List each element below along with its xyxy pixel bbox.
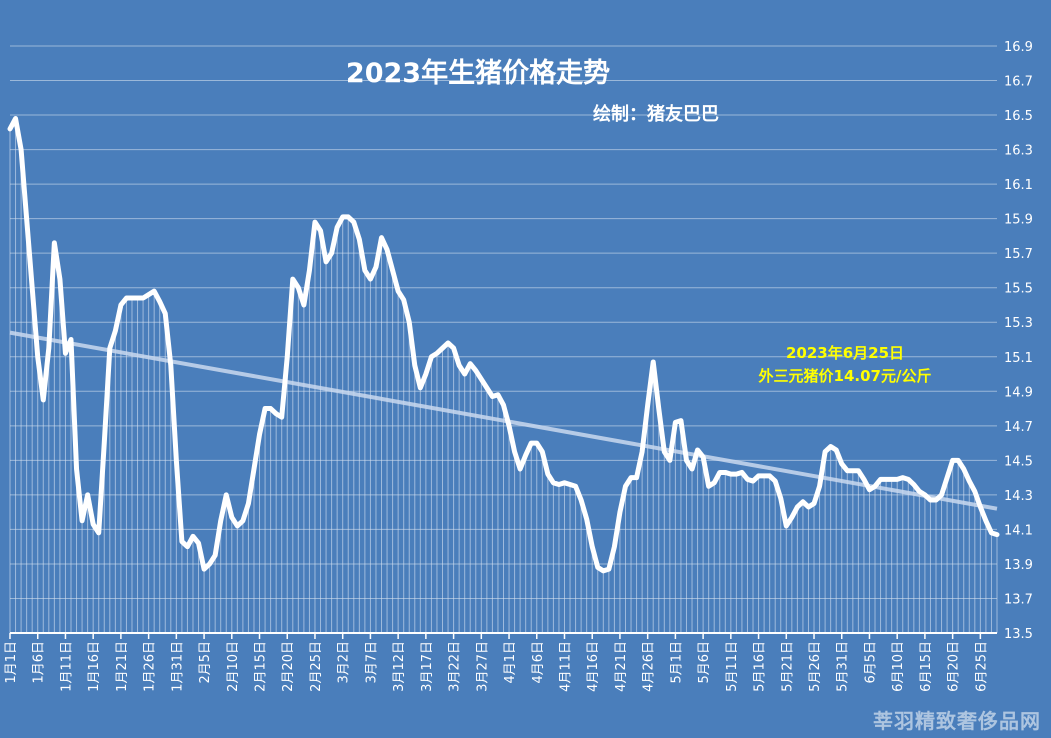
x-tick-label: 2月10日 — [226, 641, 241, 692]
y-tick-label: 14.3 — [1004, 489, 1033, 504]
x-tick-label: 6月25日 — [974, 641, 989, 692]
chart-title: 2023年生猪价格走势 — [346, 57, 610, 89]
y-tick-label: 15.3 — [1004, 316, 1033, 331]
x-tick-label: 3月17日 — [420, 641, 435, 692]
y-tick-label: 15.7 — [1004, 247, 1033, 262]
x-tick-label: 4月1日 — [503, 641, 518, 684]
price-line — [7, 116, 1000, 574]
x-tick-label: 3月22日 — [448, 641, 463, 692]
y-tick-label: 16.7 — [1004, 75, 1033, 90]
x-tick-label: 1月21日 — [115, 641, 130, 692]
x-tick-label: 2月15日 — [254, 641, 269, 692]
x-tick-label: 5月11日 — [725, 641, 740, 692]
y-tick-label: 14.5 — [1004, 454, 1033, 469]
chart-subtitle: 绘制：猪友巴巴 — [593, 103, 719, 125]
x-tick-label: 5月21日 — [780, 641, 795, 692]
x-tick-label: 3月7日 — [364, 641, 379, 684]
y-tick-label: 14.9 — [1004, 385, 1033, 400]
annotation-date: 2023年6月25日 — [786, 344, 904, 362]
x-tick-label: 5月31日 — [836, 641, 851, 692]
x-tick-label: 5月1日 — [669, 641, 684, 684]
x-axis-ticks: 1月1日 1月6日 1月11日 1月16日 1月21日 1月26日 1月31日 2月5日 2月1… — [4, 633, 989, 692]
y-tick-label: 16.1 — [1004, 178, 1033, 193]
y-tick-label: 16.5 — [1004, 109, 1033, 124]
x-tick-label: 5月26日 — [808, 641, 823, 692]
x-tick-label: 1月16日 — [87, 641, 102, 692]
x-tick-label: 4月6日 — [531, 641, 546, 684]
x-tick-label: 5月6日 — [697, 641, 712, 684]
y-tick-label: 15.9 — [1004, 213, 1033, 228]
x-tick-label: 5月16日 — [753, 641, 768, 692]
x-tick-label: 1月26日 — [143, 641, 158, 692]
x-tick-label: 6月5日 — [863, 641, 878, 684]
y-tick-label: 14.7 — [1004, 420, 1033, 435]
x-tick-label: 3月27日 — [475, 641, 490, 692]
x-tick-label: 6月10日 — [891, 641, 906, 692]
x-tick-label: 4月26日 — [642, 641, 657, 692]
x-tick-label: 4月11日 — [558, 641, 573, 692]
x-tick-label: 1月31日 — [170, 641, 185, 692]
y-tick-label: 15.5 — [1004, 282, 1033, 297]
y-tick-label: 14.1 — [1004, 523, 1033, 538]
y-tick-label: 15.1 — [1004, 351, 1033, 366]
x-tick-label: 6月15日 — [919, 641, 934, 692]
y-axis-ticks: 13.5 13.7 13.9 14.1 14.3 14.5 14.7 14.9 15.1 15.3… — [1004, 40, 1033, 642]
watermark: 莘羽精致奢侈品网 — [873, 709, 1041, 733]
annotation-price: 外三元猪价14.07元/公斤 — [758, 367, 932, 385]
y-tick-label: 16.9 — [1004, 40, 1033, 55]
trend-line — [9, 330, 998, 511]
x-tick-label: 6月20日 — [947, 641, 962, 692]
x-tick-label: 2月25日 — [309, 641, 324, 692]
x-tick-label: 2月20日 — [281, 641, 296, 692]
x-tick-label: 4月21日 — [614, 641, 629, 692]
x-tick-label: 4月16日 — [586, 641, 601, 692]
drop-lines — [9, 118, 998, 633]
y-tick-label: 13.9 — [1004, 558, 1033, 573]
y-tick-label: 13.7 — [1004, 592, 1033, 607]
x-tick-label: 1月11日 — [59, 641, 74, 692]
x-tick-label: 3月12日 — [392, 641, 407, 692]
y-tick-label: 13.5 — [1004, 627, 1033, 642]
x-tick-label: 3月2日 — [337, 641, 352, 684]
x-tick-label: 1月6日 — [32, 641, 47, 684]
y-tick-label: 16.3 — [1004, 144, 1033, 159]
x-tick-label: 1月1日 — [4, 641, 19, 684]
x-tick-label: 2月5日 — [198, 641, 213, 684]
